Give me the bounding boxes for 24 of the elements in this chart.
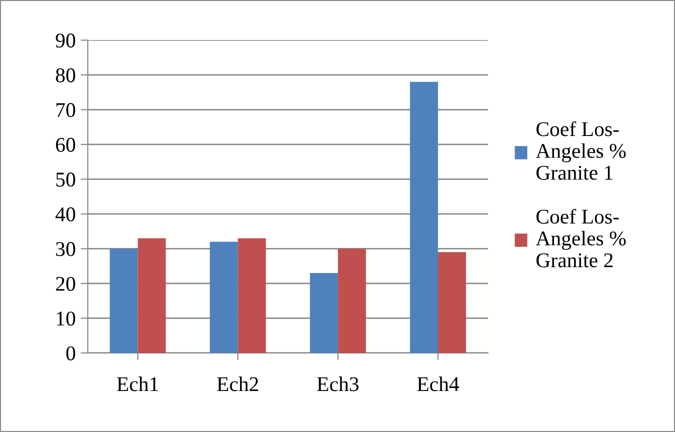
bar [210,242,238,353]
x-tick-label: Ech3 [317,376,359,392]
y-tick-label: 0 [66,346,76,360]
y-tick-label: 80 [56,68,76,82]
y-tick-label: 60 [56,138,76,152]
y-tick-label: 10 [56,312,76,326]
x-tick-label: Ech1 [116,376,158,392]
bar [410,82,438,353]
bar [138,238,166,353]
y-tick-label: 90 [56,34,76,48]
y-tick-label: 30 [56,242,76,256]
bar [310,273,338,353]
bar [238,238,266,353]
y-tick-label: 50 [56,172,76,187]
bar [438,252,466,353]
y-tick-label: 70 [56,103,76,118]
bar [338,248,366,353]
legend-label: Coef Los- Angeles % Granite 2 [536,208,626,268]
x-tick-label: Ech4 [417,376,460,392]
legend-label: Coef Los- Angeles % Granite 1 [536,121,626,180]
y-tick-label: 40 [56,207,76,222]
x-tick-label: Ech2 [217,376,258,392]
bar [110,248,138,353]
y-tick-label: 20 [56,276,76,291]
